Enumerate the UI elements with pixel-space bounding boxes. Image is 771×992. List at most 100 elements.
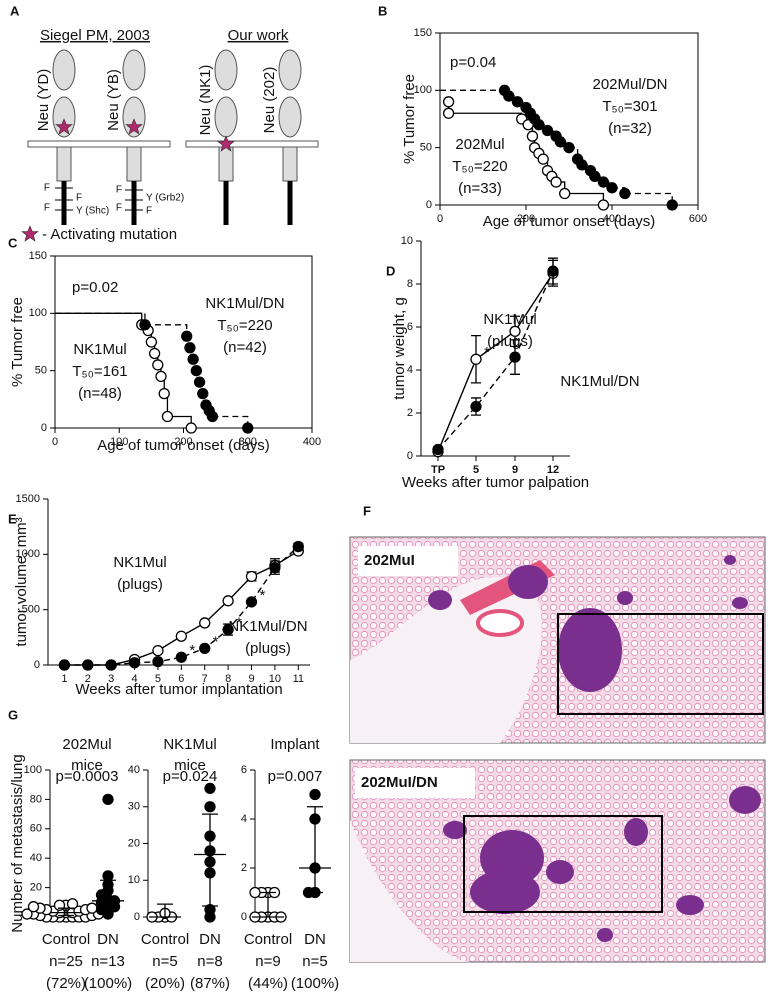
- y-tick-label: 0: [426, 199, 432, 211]
- series-label: 202Mul: [455, 136, 504, 153]
- y-tick-label: 2: [241, 862, 247, 874]
- marker: [541, 124, 554, 137]
- marker: [82, 659, 94, 671]
- marker: [27, 901, 40, 913]
- y-tick-label: 8: [407, 278, 413, 290]
- subplot-title: mice: [71, 757, 103, 774]
- site-label: F: [146, 206, 152, 217]
- significance-star: *: [484, 344, 490, 361]
- y-tick-label: 0: [41, 422, 47, 434]
- marker: [589, 170, 601, 182]
- y-tick-label: 50: [35, 365, 47, 377]
- series-label: NK1Mul: [73, 341, 126, 358]
- y-axis-label: tumor volume, mm³: [13, 517, 30, 646]
- site-label: F: [44, 183, 50, 194]
- panel-label: G: [8, 707, 18, 722]
- x-axis-label: Age of tumor onset (days): [483, 213, 656, 230]
- y-tick-label: 100: [414, 84, 432, 96]
- x-tick-label: DN: [304, 931, 326, 948]
- site-label: Y (Grb2): [146, 193, 184, 204]
- series-label: NK1Mul/DN: [560, 373, 639, 390]
- x-tick-label: 0: [52, 436, 58, 448]
- y-tick-label: 4: [241, 813, 247, 825]
- y-tick-label: 1500: [16, 493, 40, 505]
- x-tick-label: 300: [239, 436, 257, 448]
- y-tick-label: 0: [241, 911, 247, 923]
- marker: [187, 353, 199, 365]
- subplot-title: Implant: [270, 736, 320, 753]
- marker: [503, 90, 515, 102]
- marker: [105, 659, 117, 671]
- x-tick-label: DN: [97, 931, 119, 948]
- summary-bar: [50, 907, 82, 917]
- summary-bar: [149, 903, 181, 918]
- series-label: NK1Mul: [483, 311, 536, 328]
- marker: [102, 870, 114, 882]
- y-tick-label: 10: [128, 874, 140, 886]
- subplot-title: 202Mul: [62, 736, 111, 753]
- significance-star: *: [236, 615, 242, 632]
- series-label: T₅₀=301: [602, 98, 657, 115]
- marker: [470, 400, 482, 413]
- marker: [102, 793, 114, 806]
- x-tick-label: 9: [248, 673, 254, 685]
- y-tick-label: 6: [241, 764, 247, 776]
- marker: [193, 376, 206, 388]
- marker: [245, 596, 258, 608]
- significance-star: *: [213, 633, 219, 650]
- marker: [554, 136, 567, 148]
- x-tick-label: TP: [431, 464, 445, 476]
- x-tick-label: Control: [141, 931, 189, 948]
- marker: [576, 159, 588, 171]
- y-tick-label: 500: [22, 604, 40, 616]
- series-label: (plugs): [487, 333, 533, 350]
- marker: [666, 199, 678, 211]
- y-tick-label: 4: [407, 364, 413, 376]
- x-axis-label: Weeks after tumor palpation: [402, 474, 589, 491]
- marker: [222, 623, 234, 636]
- series-line: [437, 270, 554, 451]
- marker: [606, 182, 618, 194]
- y-tick-label: 40: [128, 764, 140, 776]
- n-label: n=5: [302, 953, 327, 970]
- marker: [537, 153, 549, 165]
- marker: [190, 365, 203, 377]
- summary-bar: [92, 879, 124, 911]
- n-label: n=8: [197, 953, 222, 970]
- x-tick-label: Control: [244, 931, 292, 948]
- marker: [181, 330, 193, 342]
- series-label: (plugs): [117, 576, 163, 593]
- marker: [597, 176, 610, 188]
- site-label: F: [44, 203, 50, 214]
- image-label: 202MuI: [364, 552, 415, 569]
- x-tick-label: DN: [199, 931, 221, 948]
- image-label: 202MuI/DN: [361, 774, 438, 791]
- y-tick-label: 150: [414, 27, 432, 39]
- x-tick-label: Control: [42, 931, 90, 948]
- y-tick-label: 20: [30, 882, 42, 894]
- series-label: (n=33): [458, 180, 502, 197]
- series-label: NK1Mul/DN: [228, 618, 307, 635]
- group-title: Siegel PM, 2003: [40, 27, 150, 44]
- marker: [470, 353, 482, 365]
- marker: [547, 265, 559, 277]
- summary-bar: [299, 806, 331, 894]
- group-title: Our work: [228, 27, 289, 44]
- marker: [533, 119, 545, 131]
- x-tick-label: 9: [512, 464, 518, 476]
- marker: [175, 651, 187, 663]
- y-axis-label: % Tumor free: [401, 74, 418, 164]
- percent-label: (100%): [84, 975, 132, 992]
- summary-bar: [194, 813, 226, 907]
- p-value: p=0.024: [163, 768, 218, 785]
- marker: [292, 540, 304, 553]
- n-label: n=13: [91, 953, 125, 970]
- percent-label: (87%): [190, 975, 230, 992]
- x-axis-label: Weeks after tumor implantation: [75, 681, 282, 698]
- series-label: (plugs): [245, 640, 291, 657]
- panel-label: B: [378, 3, 387, 18]
- marker: [152, 644, 164, 657]
- x-tick-label: 7: [202, 673, 208, 685]
- series-label: (n=42): [223, 339, 267, 356]
